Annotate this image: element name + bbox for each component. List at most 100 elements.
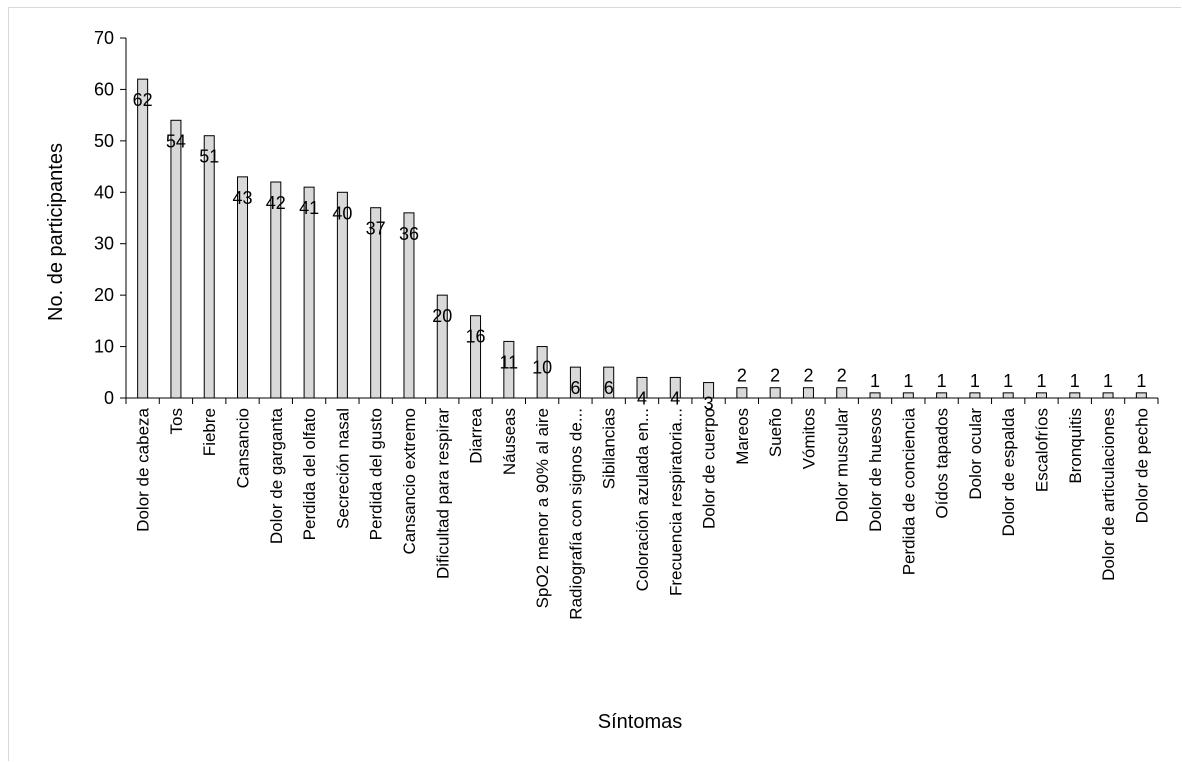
category-label: Diarrea bbox=[467, 407, 486, 463]
category-label: Dolor de pecho bbox=[1132, 408, 1151, 523]
category-label: Dificultad para respirar bbox=[433, 408, 452, 579]
bar bbox=[936, 392, 948, 399]
data-label: 20 bbox=[432, 306, 452, 326]
y-axis: 0 10 20 30 40 50 60 70 bbox=[94, 28, 127, 408]
bar bbox=[436, 294, 448, 399]
bar bbox=[669, 376, 681, 399]
category-label: Escalofríos bbox=[1032, 408, 1051, 492]
category-label: Dolor de espalda bbox=[999, 407, 1018, 536]
category-label: Dolor de huesos bbox=[866, 408, 885, 532]
category-label: Secreción nasal bbox=[333, 408, 352, 529]
data-label: 3 bbox=[704, 394, 714, 414]
category-label: Oídos tapados bbox=[933, 408, 952, 519]
data-label: 10 bbox=[532, 358, 552, 378]
data-label: 51 bbox=[199, 147, 219, 167]
bar bbox=[503, 340, 515, 399]
chart-frame bbox=[8, 7, 1181, 761]
data-label: 1 bbox=[1003, 371, 1013, 391]
bar bbox=[1102, 392, 1114, 399]
data-label: 4 bbox=[637, 388, 647, 408]
category-label: Dolor de articulaciones bbox=[1099, 408, 1118, 581]
category-label: Cansancio extremo bbox=[400, 408, 419, 554]
category-label: Dolor de garganta bbox=[267, 407, 286, 544]
category-label: Dolor de cabeza bbox=[134, 407, 153, 531]
data-label: 43 bbox=[233, 188, 253, 208]
bar bbox=[1135, 392, 1147, 399]
bar bbox=[203, 135, 215, 399]
data-label: 1 bbox=[970, 371, 980, 391]
data-label: 36 bbox=[399, 224, 419, 244]
bar bbox=[1035, 392, 1047, 399]
category-label: Sibilancias bbox=[600, 408, 619, 489]
data-label: 37 bbox=[366, 219, 386, 239]
bar bbox=[636, 376, 648, 399]
category-label: Vómitos bbox=[799, 408, 818, 469]
category-label: Dolor ocular bbox=[966, 408, 985, 500]
data-label: 1 bbox=[1036, 371, 1046, 391]
bar bbox=[237, 176, 249, 399]
data-label: 6 bbox=[570, 378, 580, 398]
category-label: Perdida del gusto bbox=[367, 408, 386, 540]
bar bbox=[470, 315, 482, 399]
category-label: Cansancio bbox=[234, 408, 253, 488]
category-label: Sueño bbox=[766, 408, 785, 457]
y-tick-label: 20 bbox=[94, 285, 114, 305]
x-axis-title: Síntomas bbox=[598, 711, 682, 733]
bar bbox=[303, 186, 315, 399]
data-label: 2 bbox=[837, 366, 847, 386]
y-tick-label: 50 bbox=[94, 131, 114, 151]
bar bbox=[1002, 392, 1014, 399]
bar bbox=[403, 212, 415, 399]
y-tick-label: 70 bbox=[94, 28, 114, 48]
data-label: 40 bbox=[332, 203, 352, 223]
y-tick-label: 10 bbox=[94, 337, 114, 357]
data-label: 2 bbox=[737, 366, 747, 386]
bar bbox=[736, 387, 748, 399]
category-label: Dolor muscular bbox=[833, 408, 852, 523]
bar bbox=[536, 346, 548, 399]
data-label: 2 bbox=[803, 366, 813, 386]
bar bbox=[170, 119, 182, 399]
category-label: Coloración azulada en... bbox=[633, 408, 652, 591]
bar bbox=[1069, 392, 1081, 399]
data-label: 1 bbox=[1103, 371, 1113, 391]
data-label: 41 bbox=[299, 198, 319, 218]
data-label: 11 bbox=[499, 352, 518, 372]
category-label: Bronquitis bbox=[1066, 408, 1085, 484]
category-label: Dolor de cuerpo bbox=[700, 408, 719, 529]
bar bbox=[802, 387, 814, 399]
data-label: 1 bbox=[870, 371, 880, 391]
category-label: Frecuencia respiratoria... bbox=[666, 408, 685, 596]
bar bbox=[336, 191, 348, 399]
data-label: 54 bbox=[166, 131, 186, 151]
category-label: Náuseas bbox=[500, 408, 519, 475]
data-label: 1 bbox=[937, 371, 947, 391]
category-label: Radiografía con signos de... bbox=[566, 408, 585, 620]
y-tick-label: 40 bbox=[94, 182, 114, 202]
category-labels: Dolor de cabeza Tos Fiebre Cansancio Dolor d… bbox=[134, 407, 1152, 619]
bar bbox=[569, 366, 581, 399]
data-label: 4 bbox=[670, 388, 680, 408]
y-tick-label: 60 bbox=[94, 79, 114, 99]
bar bbox=[836, 387, 848, 399]
bar bbox=[969, 392, 981, 399]
category-label: Tos bbox=[167, 408, 186, 434]
bar bbox=[603, 366, 615, 399]
category-label: SpO2 menor a 90% al aire bbox=[533, 408, 552, 608]
bar bbox=[137, 78, 149, 399]
data-label: 16 bbox=[466, 327, 486, 347]
bar bbox=[869, 392, 881, 399]
data-label: 42 bbox=[266, 193, 286, 213]
bar bbox=[902, 392, 914, 399]
bar bbox=[370, 207, 382, 399]
category-label: Fiebre bbox=[200, 408, 219, 456]
bars bbox=[137, 78, 1147, 399]
bar bbox=[769, 387, 781, 399]
data-label: 62 bbox=[133, 90, 153, 110]
y-axis-title: No. de participantes bbox=[45, 143, 67, 321]
data-label: 1 bbox=[903, 371, 913, 391]
data-label: 1 bbox=[1070, 371, 1080, 391]
y-tick-label: 0 bbox=[104, 388, 114, 408]
